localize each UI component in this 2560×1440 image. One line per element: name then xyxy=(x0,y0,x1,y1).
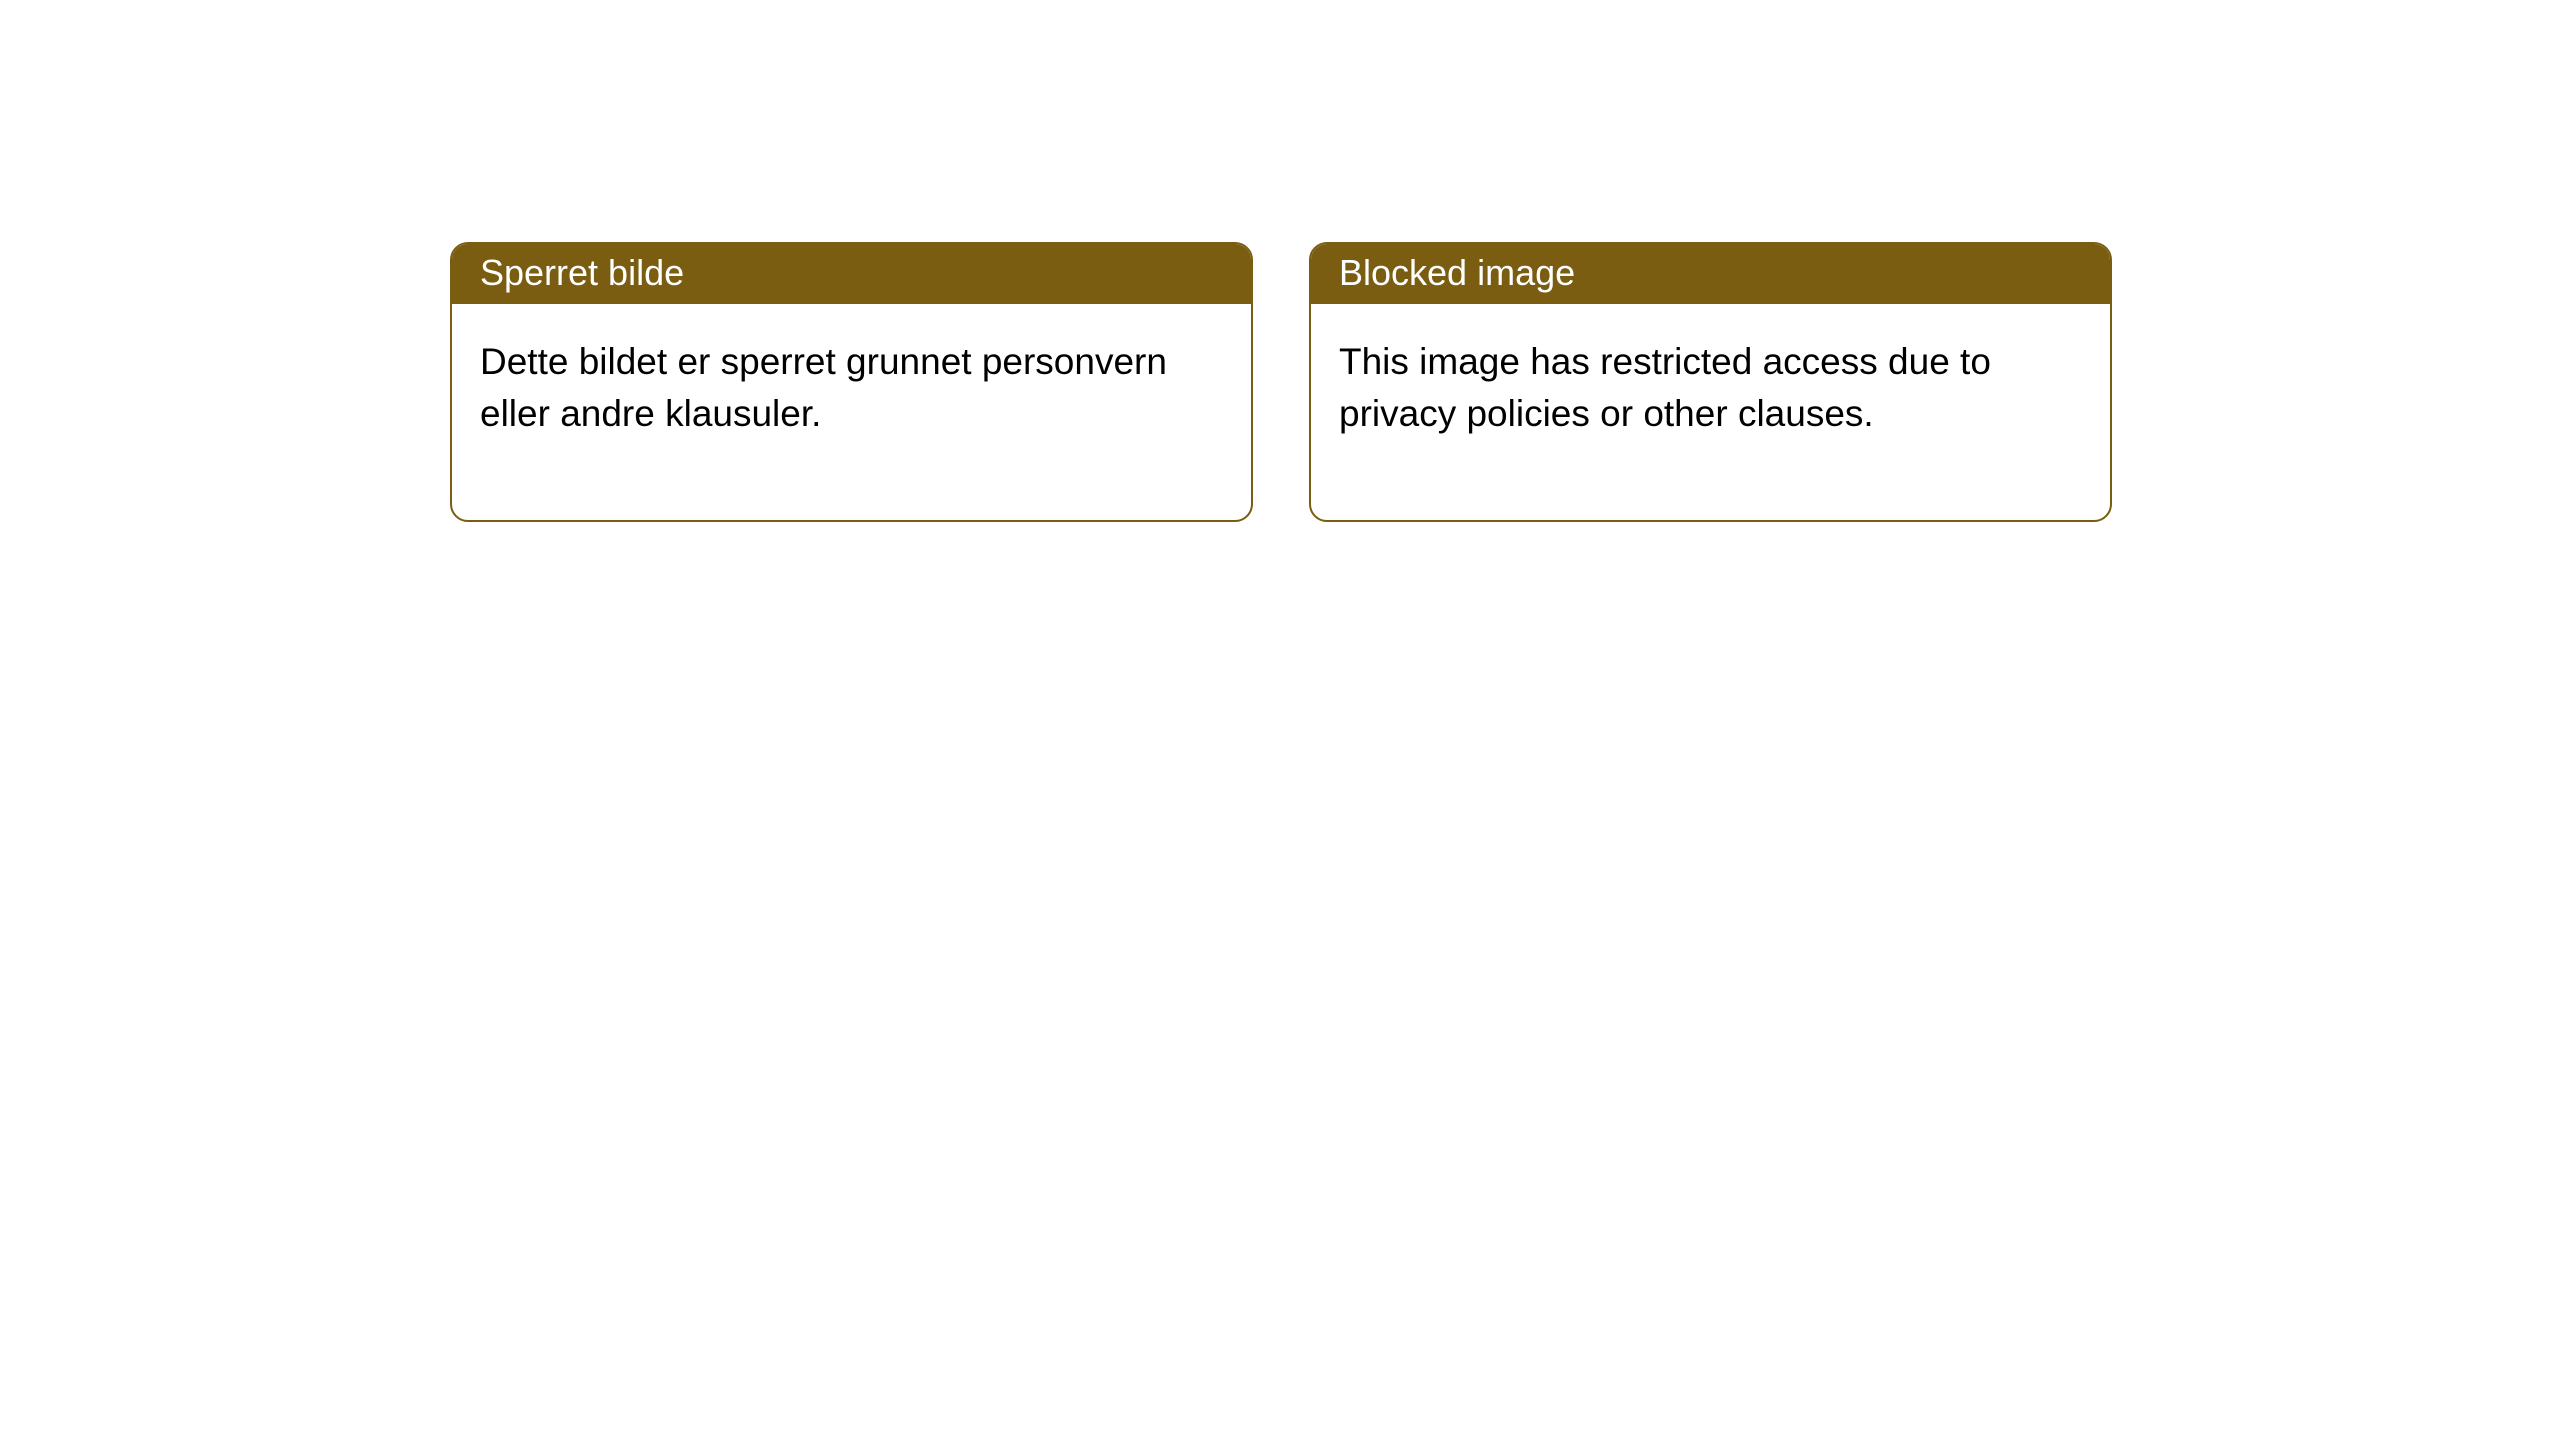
notice-card-norwegian: Sperret bilde Dette bildet er sperret gr… xyxy=(450,242,1253,522)
notice-body: Dette bildet er sperret grunnet personve… xyxy=(452,304,1251,520)
notice-card-english: Blocked image This image has restricted … xyxy=(1309,242,2112,522)
notice-body-text: Dette bildet er sperret grunnet personve… xyxy=(480,341,1167,434)
notice-header: Sperret bilde xyxy=(452,244,1251,304)
notice-container: Sperret bilde Dette bildet er sperret gr… xyxy=(0,0,2560,522)
notice-header: Blocked image xyxy=(1311,244,2110,304)
notice-body-text: This image has restricted access due to … xyxy=(1339,341,1991,434)
notice-title: Blocked image xyxy=(1339,252,1575,293)
notice-body: This image has restricted access due to … xyxy=(1311,304,2110,520)
notice-title: Sperret bilde xyxy=(480,252,684,293)
